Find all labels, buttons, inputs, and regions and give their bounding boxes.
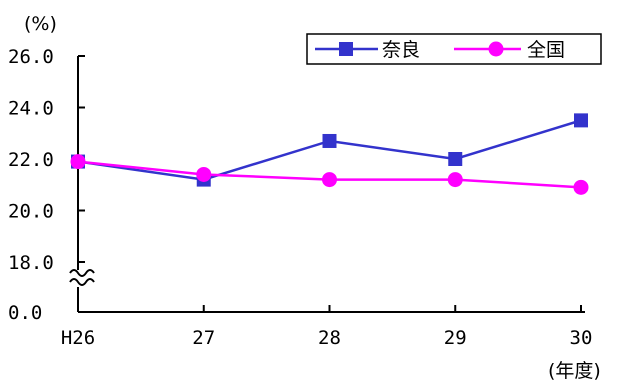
data-point-circle <box>322 172 337 188</box>
y-tick-label: 0.0 <box>8 302 42 324</box>
data-point-square <box>322 133 337 148</box>
y-tick-label: 26.0 <box>8 46 54 68</box>
data-point-square <box>574 113 588 128</box>
x-axis-ticks: H26 27 28 29 30 <box>61 305 593 349</box>
data-point-circle <box>70 154 86 170</box>
series-1 <box>70 154 589 195</box>
y-axis-unit-label: (%) <box>24 13 57 35</box>
x-tick-label: 29 <box>444 327 467 349</box>
legend-label-national: 全国 <box>527 39 565 61</box>
y-tick-label: 22.0 <box>8 149 54 171</box>
x-tick-label: 27 <box>192 327 215 349</box>
x-tick-label: 28 <box>318 327 341 349</box>
y-axis-ticks: 26.0 24.0 22.0 20.0 18.0 0.0 <box>8 46 85 324</box>
legend-swatch-marker-national <box>488 41 504 57</box>
series-line <box>77 119 582 181</box>
series-layer <box>70 113 589 195</box>
y-tick-label: 20.0 <box>8 201 54 223</box>
data-point-circle <box>447 172 463 188</box>
x-tick-label: H26 <box>61 327 95 349</box>
x-axis-unit-label: (年度) <box>548 360 601 382</box>
x-tick-label: 30 <box>570 327 593 349</box>
data-point-circle <box>196 166 212 182</box>
axis-break-mark <box>69 269 95 286</box>
y-tick-label: 24.0 <box>8 98 54 120</box>
legend-label-nara: 奈良 <box>382 39 420 61</box>
legend-swatch-marker-nara <box>339 42 353 56</box>
y-tick-label: 18.0 <box>8 252 54 274</box>
legend: 奈良 全国 <box>306 33 602 65</box>
data-point-square <box>448 152 463 166</box>
data-point-circle <box>573 179 589 195</box>
